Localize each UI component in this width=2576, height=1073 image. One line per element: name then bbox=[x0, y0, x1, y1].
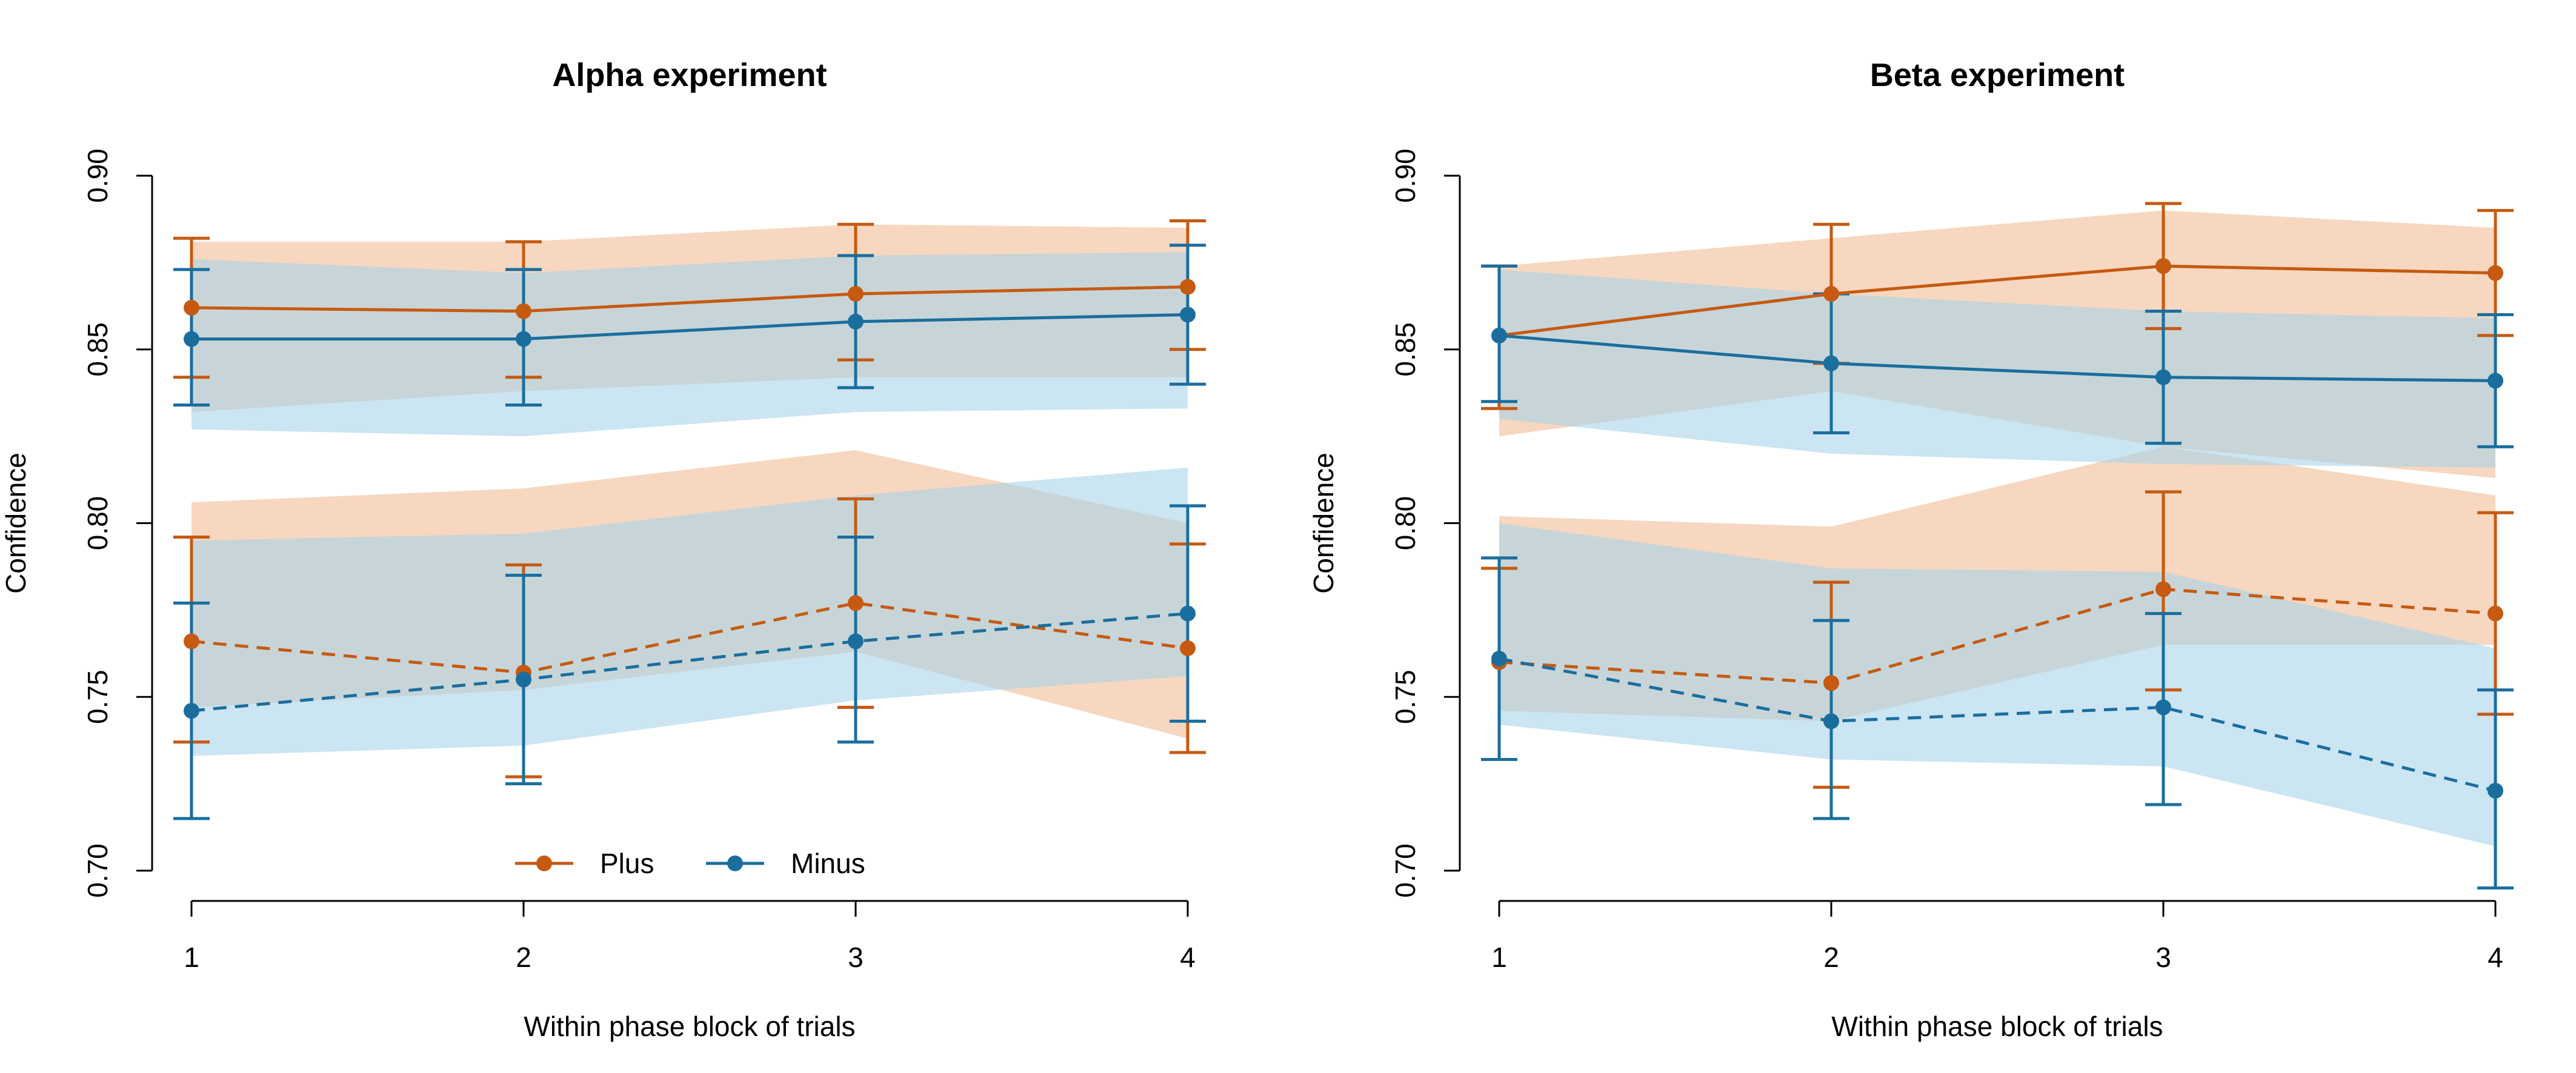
y-tick-label: 0.90 bbox=[82, 148, 113, 203]
data-point-plus bbox=[1180, 279, 1196, 295]
series-line-plus-dashed bbox=[191, 601, 1188, 674]
x-tick-label: 1 bbox=[1491, 942, 1507, 973]
chart-title: Alpha experiment bbox=[552, 57, 827, 93]
data-point-plus bbox=[1823, 675, 1839, 691]
data-point-minus bbox=[1180, 605, 1196, 622]
data-point-minus bbox=[1491, 651, 1507, 667]
confidence-band-minus-dashed bbox=[191, 467, 1188, 756]
confidence-band-minus-solid bbox=[191, 252, 1188, 437]
x-axis-label: Within phase block of trials bbox=[524, 1011, 855, 1042]
data-point-plus bbox=[2155, 258, 2171, 274]
legend: Plus Minus bbox=[515, 848, 865, 879]
series-line-minus-dashed bbox=[1499, 657, 2496, 792]
data-point-plus bbox=[184, 633, 199, 649]
x-tick-label: 4 bbox=[2488, 942, 2503, 973]
data-point-minus bbox=[1823, 713, 1839, 729]
y-tick-label: 0.80 bbox=[82, 496, 113, 551]
y-tick-label: 0.90 bbox=[1390, 148, 1421, 203]
y-tick-label: 0.85 bbox=[82, 322, 113, 377]
x-tick-label: 2 bbox=[1823, 942, 1839, 973]
series-line-plus-dashed bbox=[1499, 587, 2496, 685]
y-tick-label: 0.70 bbox=[82, 843, 113, 898]
y-tick-label: 0.75 bbox=[1390, 669, 1421, 724]
x-tick-label: 3 bbox=[2155, 942, 2171, 973]
data-point-minus bbox=[1491, 327, 1507, 344]
data-point-plus bbox=[848, 285, 864, 302]
data-point-minus bbox=[184, 703, 199, 719]
series-line-minus-solid bbox=[1499, 334, 2496, 382]
y-tick-label: 0.85 bbox=[1390, 322, 1421, 377]
alpha-experiment-panel: Alpha experiment 0.70 0.75 0.80 0.85 0.90 Conf… bbox=[0, 57, 1206, 1042]
y-axis-label: Confidence bbox=[1308, 453, 1339, 594]
x-tick-label: 2 bbox=[516, 942, 531, 973]
data-point-minus bbox=[2155, 369, 2171, 385]
data-point-minus bbox=[2488, 783, 2503, 799]
y-axis-label: Confidence bbox=[0, 453, 32, 594]
data-point-minus bbox=[2488, 373, 2503, 389]
data-point-plus bbox=[2488, 605, 2503, 622]
series-line-plus-solid bbox=[1499, 264, 2496, 337]
legend-marker-minus bbox=[727, 855, 743, 871]
data-point-minus bbox=[184, 331, 199, 347]
series-line-plus-solid bbox=[191, 285, 1188, 313]
data-point-plus bbox=[184, 299, 199, 316]
data-point-plus bbox=[2155, 581, 2171, 597]
data-point-plus bbox=[516, 303, 531, 319]
beta-experiment-panel: Beta experiment 0.70 0.75 0.80 0.85 0.90 Confi… bbox=[1308, 57, 2514, 1042]
x-tick-label: 4 bbox=[1180, 942, 1196, 973]
legend-label-plus: Plus bbox=[600, 848, 654, 879]
confidence-band-minus-solid bbox=[1499, 269, 2495, 468]
data-point-minus bbox=[848, 633, 864, 649]
data-point-minus bbox=[848, 313, 864, 330]
x-tick-label: 3 bbox=[848, 942, 864, 973]
series-line-minus-dashed bbox=[191, 612, 1188, 713]
y-tick-label: 0.75 bbox=[82, 669, 113, 724]
confidence-band-minus-dashed bbox=[1499, 523, 2495, 846]
legend-marker-plus bbox=[536, 855, 552, 871]
x-axis-label: Within phase block of trials bbox=[1831, 1011, 2163, 1042]
legend-label-minus: Minus bbox=[791, 848, 865, 879]
data-point-minus bbox=[1823, 355, 1839, 371]
data-point-plus bbox=[1823, 285, 1839, 302]
x-tick-label: 1 bbox=[184, 942, 199, 973]
data-point-plus bbox=[2488, 265, 2503, 281]
y-tick-label: 0.70 bbox=[1390, 843, 1421, 898]
chart-title: Beta experiment bbox=[1870, 57, 2125, 93]
data-point-plus bbox=[1180, 640, 1196, 656]
data-point-minus bbox=[1180, 307, 1196, 323]
y-tick-label: 0.80 bbox=[1390, 496, 1421, 551]
data-point-minus bbox=[516, 671, 531, 688]
data-point-minus bbox=[516, 331, 531, 347]
series-line-minus-solid bbox=[191, 313, 1188, 341]
data-point-minus bbox=[2155, 699, 2171, 716]
data-point-plus bbox=[848, 595, 864, 611]
